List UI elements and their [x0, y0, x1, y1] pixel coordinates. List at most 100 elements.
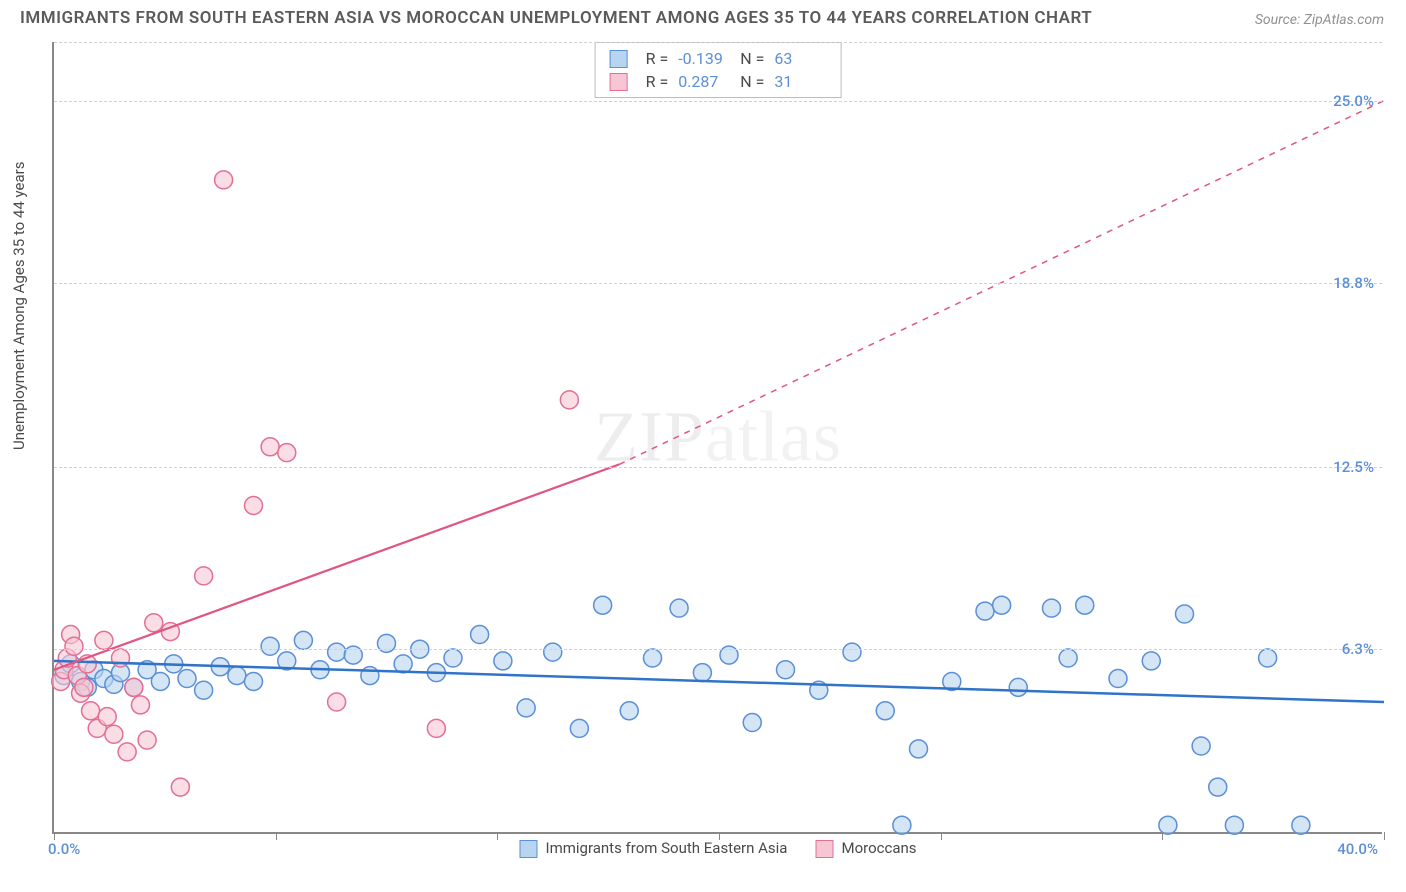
scatter-point-sea [544, 643, 562, 661]
correlation-stats-box: R = -0.139 N = 63 R = 0.287 N = 31 [595, 42, 842, 98]
legend-swatch [610, 73, 628, 91]
x-axis-origin-label: 0.0% [48, 840, 80, 858]
scatter-point-sea [777, 661, 795, 679]
scatter-point-moroccan [138, 731, 156, 749]
scatter-point-sea [294, 631, 312, 649]
gridline-horizontal [54, 649, 1382, 650]
scatter-point-sea [1225, 816, 1243, 834]
stats-row: R = 0.287 N = 31 [610, 70, 827, 93]
scatter-point-sea [644, 649, 662, 667]
y-tick-label: 6.3% [1342, 640, 1374, 658]
scatter-point-moroccan [278, 444, 296, 462]
scatter-point-sea [570, 719, 588, 737]
gridline-horizontal [54, 101, 1382, 102]
scatter-point-sea [471, 626, 489, 644]
gridline-horizontal [54, 283, 1382, 284]
scatter-point-sea [620, 702, 638, 720]
stat-n-value: 31 [774, 72, 826, 91]
gridline-horizontal [54, 467, 1382, 468]
stat-r-value: 0.287 [678, 72, 730, 91]
scatter-point-sea [394, 655, 412, 673]
scatter-point-moroccan [105, 725, 123, 743]
stats-row: R = -0.139 N = 63 [610, 47, 827, 70]
y-tick-label: 18.8% [1333, 274, 1374, 292]
trendline-moroccan [54, 464, 619, 669]
scatter-point-sea [494, 652, 512, 670]
scatter-point-sea [910, 740, 928, 758]
scatter-point-sea [993, 596, 1011, 614]
plot-area: ZIPatlas R =-0.139N =63R =0.287N =31 0.0… [52, 42, 1382, 834]
scatter-point-sea [1009, 678, 1027, 696]
scatter-point-sea [1109, 670, 1127, 688]
scatter-point-sea [1176, 605, 1194, 623]
scatter-point-sea [151, 672, 169, 690]
scatter-point-sea [976, 602, 994, 620]
scatter-point-moroccan [118, 743, 136, 761]
scatter-point-sea [693, 664, 711, 682]
x-axis-max-label: 40.0% [1337, 840, 1378, 858]
scatter-point-sea [1292, 816, 1310, 834]
scatter-point-sea [1192, 737, 1210, 755]
x-tick-mark [276, 832, 277, 840]
x-tick-mark [941, 832, 942, 840]
scatter-point-moroccan [75, 678, 93, 696]
scatter-point-moroccan [145, 614, 163, 632]
scatter-point-sea [195, 681, 213, 699]
scatter-point-sea [594, 596, 612, 614]
scatter-point-sea [328, 643, 346, 661]
scatter-point-sea [444, 649, 462, 667]
scatter-point-sea [1076, 596, 1094, 614]
stat-r-label: R = [646, 72, 669, 91]
stat-r-value: -0.139 [678, 49, 730, 68]
x-tick-mark [1162, 832, 1163, 840]
y-axis-label: Unemployment Among Ages 35 to 44 years [10, 162, 28, 450]
scatter-point-sea [1259, 649, 1277, 667]
stat-r-label: R = [646, 49, 669, 68]
scatter-point-moroccan [131, 696, 149, 714]
x-tick-mark [719, 832, 720, 840]
scatter-point-moroccan [82, 702, 100, 720]
x-tick-mark [54, 832, 55, 840]
legend-swatch [519, 840, 537, 858]
stat-n-label: N = [740, 72, 764, 91]
scatter-point-moroccan [261, 438, 279, 456]
scatter-point-sea [670, 599, 688, 617]
scatter-point-sea [1209, 778, 1227, 796]
scatter-point-moroccan [125, 678, 143, 696]
gridline-horizontal [54, 42, 1382, 43]
y-tick-label: 25.0% [1333, 92, 1374, 110]
scatter-point-moroccan [215, 171, 233, 189]
scatter-point-moroccan [98, 708, 116, 726]
legend-swatch [610, 50, 628, 68]
scatter-point-sea [1043, 599, 1061, 617]
scatter-point-moroccan [427, 719, 445, 737]
stat-n-value: 63 [774, 49, 826, 68]
legend-label: Immigrants from South Eastern Asia [545, 839, 787, 857]
legend-swatch [815, 840, 833, 858]
x-tick-mark [1384, 832, 1385, 840]
scatter-point-moroccan [195, 567, 213, 585]
scatter-point-sea [893, 816, 911, 834]
scatter-point-sea [743, 714, 761, 732]
scatter-point-sea [1142, 652, 1160, 670]
source-attribution: Source: ZipAtlas.com [1255, 12, 1384, 28]
scatter-point-sea [517, 699, 535, 717]
scatter-point-sea [876, 702, 894, 720]
scatter-point-sea [1059, 649, 1077, 667]
scatter-point-moroccan [245, 496, 263, 514]
scatter-point-moroccan [65, 637, 83, 655]
scatter-point-moroccan [560, 391, 578, 409]
scatter-point-sea [228, 667, 246, 685]
chart-title: IMMIGRANTS FROM SOUTH EASTERN ASIA VS MO… [20, 8, 1092, 28]
chart-svg [54, 42, 1382, 832]
stat-n-label: N = [740, 49, 764, 68]
scatter-point-sea [261, 637, 279, 655]
scatter-point-moroccan [328, 693, 346, 711]
legend-label: Moroccans [841, 839, 916, 857]
legend-item-sea: Immigrants from South Eastern Asia [519, 839, 787, 858]
scatter-point-moroccan [171, 778, 189, 796]
scatter-point-sea [843, 643, 861, 661]
bottom-legend: Immigrants from South Eastern Asia Morocc… [519, 839, 916, 858]
legend-item-moroccan: Moroccans [815, 839, 916, 858]
x-tick-mark [497, 832, 498, 840]
